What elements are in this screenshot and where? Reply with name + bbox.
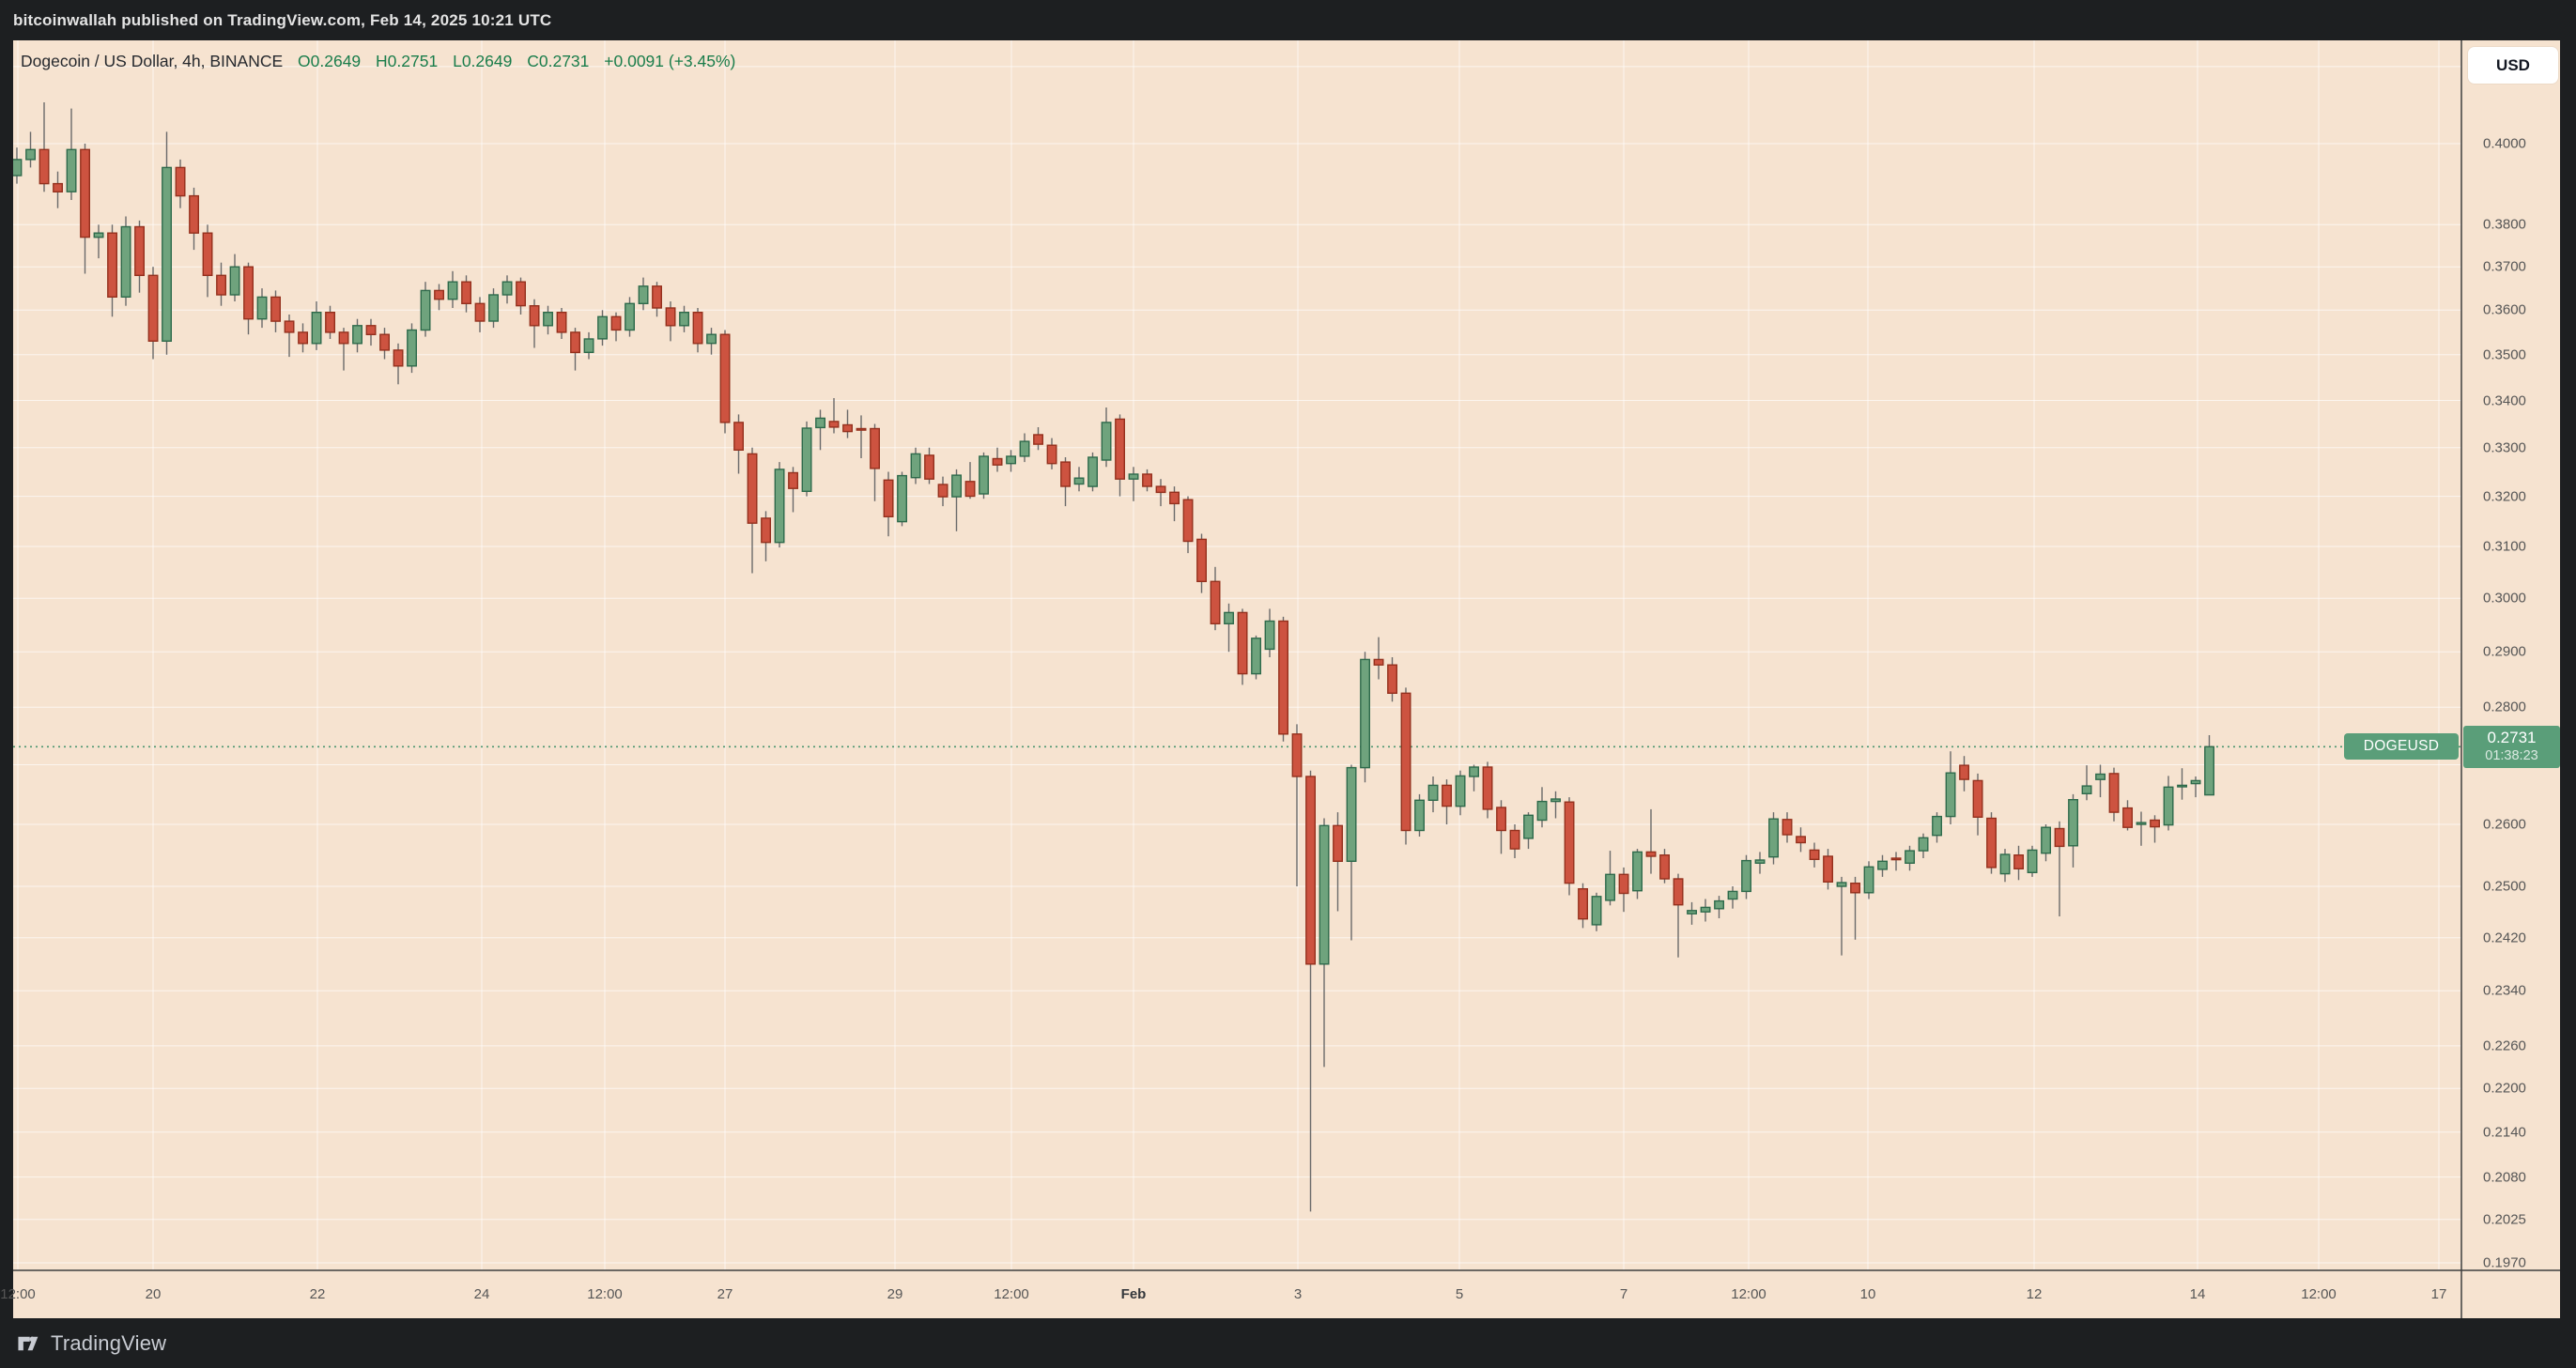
tradingview-link[interactable]: TradingView	[17, 1331, 166, 1356]
current-price-value: 0.2731	[2487, 729, 2537, 747]
price-tick-label: 0.3100	[2483, 538, 2526, 555]
price-tick-label: 0.3200	[2483, 488, 2526, 505]
bar-countdown: 01:38:23	[2485, 747, 2538, 763]
time-tick-label: 7	[1619, 1286, 1628, 1302]
price-tick-label: 0.3300	[2483, 439, 2526, 456]
ohlc-low: L0.2649	[453, 52, 513, 70]
price-tick-label: 0.3500	[2483, 346, 2526, 363]
ohlc-high: H0.2751	[376, 52, 439, 70]
time-tick-label: 17	[2430, 1286, 2447, 1302]
price-tick-label: 0.1970	[2483, 1254, 2526, 1271]
price-tick-label: 0.3700	[2483, 258, 2526, 275]
time-tick-label: 12:00	[587, 1286, 623, 1302]
time-tick-label: 12	[2026, 1286, 2043, 1302]
time-tick-label: 12:00	[994, 1286, 1029, 1302]
price-tick-label: 0.2900	[2483, 643, 2526, 660]
price-line-symbol-tag: DOGEUSD	[2344, 733, 2459, 761]
price-tick-label: 0.2500	[2483, 878, 2526, 895]
time-tick-label: 27	[717, 1286, 733, 1302]
price-tick-label: 0.2600	[2483, 816, 2526, 833]
time-tick-label: 5	[1455, 1286, 1464, 1302]
currency-toggle-button[interactable]: USD	[2468, 47, 2558, 84]
symbol-header: Dogecoin / US Dollar, 4h, BINANCE O0.264…	[21, 52, 735, 71]
time-tick-label: 20	[145, 1286, 162, 1302]
price-tick-label: 0.3000	[2483, 590, 2526, 607]
price-tick-label: 0.2025	[2483, 1211, 2526, 1228]
time-tick-label: 29	[887, 1286, 903, 1302]
price-tick-label: 0.2420	[2483, 930, 2526, 946]
change-value: +0.0091 (+3.45%)	[604, 52, 736, 70]
time-tick-label: 22	[309, 1286, 326, 1302]
price-tick-label: 0.2800	[2483, 699, 2526, 715]
attribution-text: bitcoinwallah published on TradingView.c…	[13, 10, 552, 29]
ohlc-open: O0.2649	[298, 52, 362, 70]
time-tick-label: 14	[2189, 1286, 2206, 1302]
price-tick-label: 0.2340	[2483, 982, 2526, 999]
brand-bar: TradingView	[0, 1318, 2576, 1368]
price-tick-label: 0.4000	[2483, 135, 2526, 152]
price-tick-label: 0.3600	[2483, 301, 2526, 318]
price-tick-label: 0.3400	[2483, 392, 2526, 409]
time-tick-label: 3	[1293, 1286, 1303, 1302]
tradingview-logo-icon	[18, 1336, 39, 1350]
time-tick-label: Feb	[1120, 1286, 1147, 1302]
candlestick-plot[interactable]	[13, 40, 2560, 1318]
time-tick-label: 10	[1859, 1286, 1876, 1302]
chart-canvas: Dogecoin / US Dollar, 4h, BINANCE O0.264…	[0, 40, 2560, 1318]
brand-name: TradingView	[51, 1330, 167, 1355]
time-tick-label: 12:00	[0, 1286, 36, 1302]
symbol-title: Dogecoin / US Dollar, 4h, BINANCE	[21, 52, 284, 70]
time-tick-label: 12:00	[1731, 1286, 1766, 1302]
time-tick-label: 24	[473, 1286, 490, 1302]
ohlc-close: C0.2731	[527, 52, 590, 70]
price-tick-label: 0.2080	[2483, 1169, 2526, 1186]
price-tick-label: 0.2260	[2483, 1038, 2526, 1054]
price-tick-label: 0.2200	[2483, 1080, 2526, 1097]
time-tick-label: 12:00	[2301, 1286, 2337, 1302]
price-tick-label: 0.2140	[2483, 1124, 2526, 1141]
price-tick-label: 0.3800	[2483, 216, 2526, 233]
current-price-tag: 0.2731 01:38:23	[2463, 725, 2560, 768]
attribution-bar: bitcoinwallah published on TradingView.c…	[0, 0, 2576, 40]
